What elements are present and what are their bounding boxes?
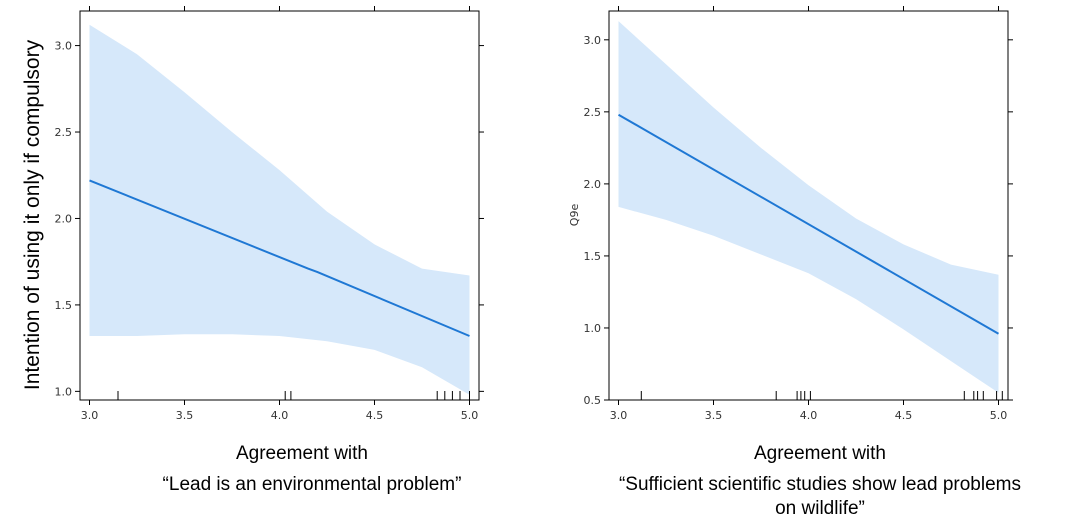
x-tick-label: 4.5 bbox=[366, 409, 384, 422]
x-axis-label-line2: “Lead is an environmental problem” bbox=[163, 474, 462, 495]
x-tick-label: 3.5 bbox=[705, 409, 723, 422]
y-tick-label: 1.5 bbox=[584, 250, 602, 263]
confidence-band-layer bbox=[618, 21, 999, 393]
x-tick-label: 3.0 bbox=[81, 409, 99, 422]
y-tick-label: 1.0 bbox=[55, 385, 73, 398]
x-tick-label: 3.5 bbox=[176, 409, 194, 422]
x-tick-label: 4.0 bbox=[271, 409, 289, 422]
x-tick-label: 4.5 bbox=[895, 409, 913, 422]
panel-left: 3.0 3.5 4.0 4.5 5.0 1.0 1.5 2.0 2.5 3.0 Intention… bbox=[21, 6, 484, 495]
x-axis-label-line2: “Sufficient scientific studies show lead… bbox=[619, 474, 1021, 495]
confidence-band bbox=[618, 21, 999, 393]
y-tick-label: 1.5 bbox=[55, 299, 73, 312]
y-tick-label: 2.5 bbox=[55, 126, 73, 139]
fit-line-layer bbox=[618, 113, 999, 335]
y-tick-label: 3.0 bbox=[55, 40, 73, 53]
rug-marks bbox=[117, 391, 470, 400]
panel-right: 3.0 3.5 4.0 4.5 5.0 0.5 1.0 1.5 2.0 2.5 3.0 Q9e Ag… bbox=[568, 6, 1021, 519]
fit-line bbox=[89, 179, 470, 337]
y-axis-label: Q9e bbox=[568, 204, 581, 227]
x-axis-label-line1: Agreement with bbox=[236, 443, 368, 464]
y-tick-label: 0.5 bbox=[584, 394, 602, 407]
axis-ticks: 3.0 3.5 4.0 4.5 5.0 0.5 1.0 1.5 2.0 2.5 3.0 bbox=[584, 6, 1013, 422]
y-tick-label: 3.0 bbox=[584, 34, 602, 47]
y-tick-label: 1.0 bbox=[584, 322, 602, 335]
rug-marks bbox=[640, 391, 1003, 400]
x-tick-label: 5.0 bbox=[461, 409, 479, 422]
axis-ticks: 3.0 3.5 4.0 4.5 5.0 1.0 1.5 2.0 2.5 3.0 bbox=[55, 6, 484, 422]
x-axis-label-line3: on wildlife” bbox=[775, 498, 865, 519]
fit-line bbox=[618, 113, 999, 335]
confidence-band-layer bbox=[89, 24, 470, 395]
fit-line-layer bbox=[89, 179, 470, 337]
y-tick-label: 2.0 bbox=[55, 212, 73, 225]
y-tick-label: 2.5 bbox=[584, 106, 602, 119]
x-tick-label: 4.0 bbox=[800, 409, 818, 422]
y-tick-label: 2.0 bbox=[584, 178, 602, 191]
x-axis-label-line1: Agreement with bbox=[754, 443, 886, 464]
confidence-band bbox=[89, 24, 470, 395]
x-tick-label: 5.0 bbox=[990, 409, 1008, 422]
x-tick-label: 3.0 bbox=[610, 409, 628, 422]
y-axis-label: Intention of using it only if compulsory bbox=[21, 39, 44, 390]
